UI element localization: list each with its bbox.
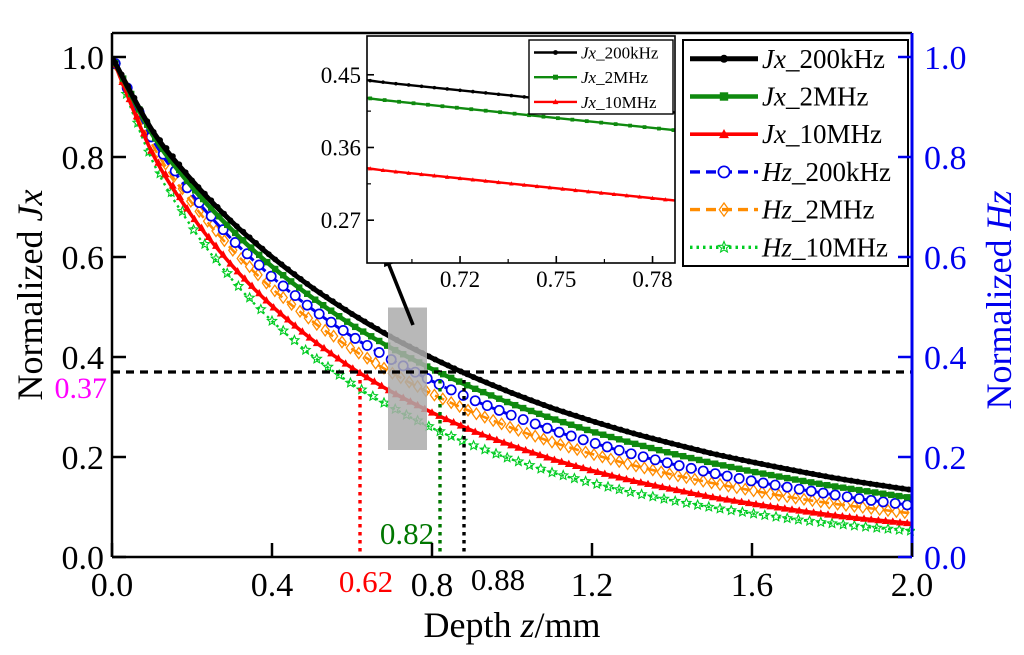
- inset-border: [366, 35, 676, 264]
- y-right-tick-label: 0.8: [924, 140, 967, 177]
- y-left-tick-label: 0.4: [62, 340, 105, 377]
- annotation-0.88: 0.88: [471, 562, 525, 597]
- inset-y-tick-label: 0.36: [321, 135, 361, 160]
- series-Jx_200kHz: [111, 55, 913, 493]
- legend-entry-Jx_200kHz: Jx_200kHz: [690, 44, 885, 74]
- y-axis-right-title: Normalized Hz: [979, 190, 1019, 410]
- inset-x-tick-label: 0.72: [440, 267, 480, 292]
- legend: Jx_200kHz Jx_2MHz Jx_10MHz Hz_200kHz Hz_2MHz…: [682, 39, 909, 267]
- y-left-tick-label: 0.0: [62, 540, 105, 577]
- y-right-tick-label: 1.0: [924, 40, 967, 77]
- y-left-tick-label: 1.0: [62, 40, 105, 77]
- x-tick-label: 0.8: [411, 567, 454, 604]
- svg-text:Jx_2MHz: Jx_2MHz: [581, 68, 648, 87]
- inset-legend-entry-Jx_200kHz: Jx_200kHz: [534, 44, 659, 63]
- inset-x-tick-label: 0.75: [536, 267, 576, 292]
- annotation-0.37: 0.37: [55, 372, 108, 405]
- inset-legend-entry-Jx_10MHz: Jx_10MHz: [534, 93, 657, 112]
- svg-text:Jx_10MHz: Jx_10MHz: [581, 93, 657, 112]
- inset-y-tick-label: 0.45: [321, 63, 361, 88]
- legend-entry-Hz_200kHz: Hz_200kHz: [690, 157, 891, 187]
- x-tick-label: 1.6: [731, 567, 774, 604]
- x-tick-label: 1.2: [571, 567, 614, 604]
- x-tick-label: 2.0: [891, 567, 934, 604]
- inset-x-tick-label: 0.78: [632, 267, 672, 292]
- legend-label: Hz_2MHz: [761, 195, 875, 225]
- y-right-tick-label: 0.2: [924, 440, 967, 477]
- axes: 0.0 0.4 0.8 1.2 1.6 2.0 1.0 0.8 0.6 0.4 0.2 0.0 1.0 0…: [62, 31, 967, 604]
- legend-label: Jx_2MHz: [762, 82, 868, 112]
- series-Hz_10MHz: [111, 56, 915, 536]
- y-right-tick-label: 0.0: [924, 540, 967, 577]
- y-left-tick-label: 0.8: [62, 140, 105, 177]
- legend-entry-Hz_10MHz: Hz_10MHz: [690, 232, 888, 262]
- inset-series-Jx_10MHz: [367, 166, 675, 202]
- legend-label: Jx_10MHz: [762, 119, 882, 149]
- legend-label: Jx_200kHz: [762, 44, 885, 74]
- y-left-tick-label: 0.2: [62, 440, 105, 477]
- series-Hz_200kHz: [111, 56, 913, 511]
- zoom-arrow: [387, 264, 415, 326]
- legend-entry-Hz_2MHz: Hz_2MHz: [690, 195, 875, 225]
- inset-legend-entry-Jx_2MHz: Jx_2MHz: [534, 68, 648, 87]
- inset-plot: 0.72 0.75 0.78 0.45 0.36 0.27 Jx_200kHz Jx_2MHz…: [321, 35, 676, 292]
- y-right-tick-label: 0.4: [924, 340, 967, 377]
- x-tick-label: 0.0: [91, 567, 134, 604]
- svg-text:Jx_200kHz: Jx_200kHz: [581, 44, 659, 63]
- inset-series-Jx_2MHz: [367, 96, 675, 132]
- legend-label: Hz_200kHz: [761, 157, 891, 187]
- y-axis-left-title: Normalized Jx: [10, 189, 50, 401]
- x-tick-label: 0.4: [251, 567, 294, 604]
- x-axis-title: Depth z/mm: [423, 605, 601, 645]
- legend-entry-Jx_2MHz: Jx_2MHz: [690, 82, 868, 112]
- y-right-tick-label: 0.6: [924, 240, 967, 277]
- inset-y-tick-label: 0.27: [321, 208, 361, 233]
- legend-entry-Jx_10MHz: Jx_10MHz: [690, 119, 882, 149]
- y-left-tick-label: 0.6: [62, 240, 105, 277]
- legend-label: Hz_10MHz: [761, 232, 888, 262]
- annotation-0.82: 0.82: [380, 516, 434, 551]
- inset-legend: Jx_200kHz Jx_2MHz Jx_10MHz: [528, 39, 674, 115]
- zoom-region-box: [388, 307, 427, 450]
- annotation-0.62: 0.62: [339, 564, 393, 599]
